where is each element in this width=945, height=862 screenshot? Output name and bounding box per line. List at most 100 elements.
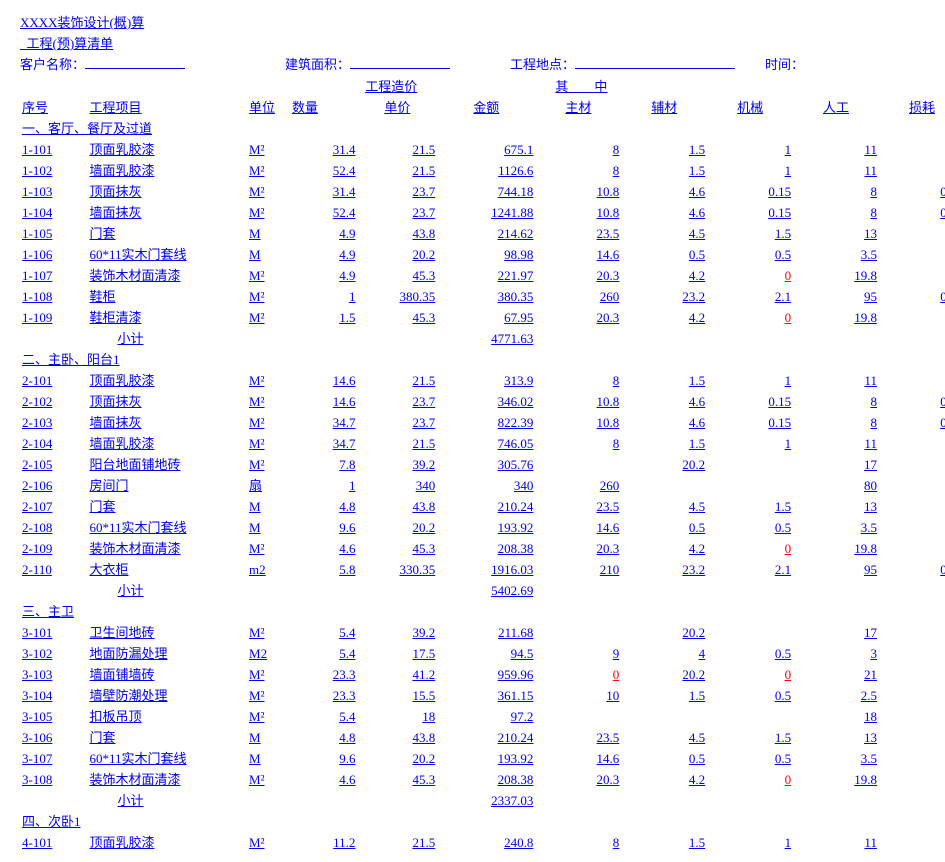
cell-qty[interactable]: 9.6 <box>290 747 357 768</box>
cell-unit[interactable]: M² <box>247 621 290 642</box>
cell-mach[interactable]: 0.15 <box>707 390 793 411</box>
cell-unit[interactable]: M <box>247 747 290 768</box>
cell-price[interactable]: 45.3 <box>357 264 437 285</box>
cell-qty[interactable]: 7.8 <box>290 453 357 474</box>
cell-loss[interactable]: 1 <box>879 684 945 705</box>
cell-aux[interactable]: 20.2 <box>621 663 707 684</box>
cell-price[interactable]: 20.2 <box>357 243 437 264</box>
cell-mach[interactable]: 1.5 <box>707 495 793 516</box>
cell-main[interactable]: 14.6 <box>535 243 621 264</box>
cell-labor[interactable]: 18 <box>793 705 879 726</box>
cell-amount[interactable]: 305.76 <box>437 453 535 474</box>
cell-aux[interactable]: 4.2 <box>621 537 707 558</box>
cell-amount[interactable]: 340 <box>437 474 535 495</box>
cell-loss[interactable]: 0 <box>879 705 945 726</box>
cell-name[interactable]: 门套 <box>87 726 247 747</box>
cell-price[interactable]: 23.7 <box>357 411 437 432</box>
cell-qty[interactable]: 23.3 <box>290 684 357 705</box>
cell-seq[interactable]: 3-105 <box>20 705 87 726</box>
cell-mach[interactable] <box>707 705 793 726</box>
cell-mach[interactable]: 1 <box>707 369 793 390</box>
cell-qty[interactable]: 52.4 <box>290 201 357 222</box>
cell-main[interactable]: 14.6 <box>535 516 621 537</box>
cell-labor[interactable]: 19.8 <box>793 768 879 789</box>
cell-amount[interactable]: 746.05 <box>437 432 535 453</box>
cell-aux[interactable]: 1.5 <box>621 831 707 852</box>
cell-price[interactable]: 380.35 <box>357 285 437 306</box>
cell-aux[interactable]: 1.5 <box>621 432 707 453</box>
cell-name[interactable]: 鞋柜 <box>87 285 247 306</box>
cell-loss[interactable]: 1.3 <box>879 726 945 747</box>
cell-labor[interactable]: 3.5 <box>793 747 879 768</box>
cell-labor[interactable]: 13 <box>793 222 879 243</box>
cell-labor[interactable]: 13 <box>793 495 879 516</box>
cell-unit[interactable]: M² <box>247 684 290 705</box>
title-line-2[interactable]: 工程(预)算清单 <box>20 36 113 51</box>
cell-loss[interactable]: 2 <box>879 621 945 642</box>
cell-mach[interactable]: 0.15 <box>707 180 793 201</box>
cell-amount[interactable]: 210.24 <box>437 495 535 516</box>
cell-name[interactable]: 墙面乳胶漆 <box>87 432 247 453</box>
cell-price[interactable]: 20.2 <box>357 516 437 537</box>
cell-seq[interactable]: 2-104 <box>20 432 87 453</box>
cell-main[interactable]: 23.5 <box>535 495 621 516</box>
cell-labor[interactable]: 19.8 <box>793 264 879 285</box>
cell-amount[interactable]: 67.95 <box>437 306 535 327</box>
cell-labor[interactable]: 8 <box>793 180 879 201</box>
cell-labor[interactable]: 3.5 <box>793 516 879 537</box>
cell-labor[interactable]: 3.5 <box>793 243 879 264</box>
cell-aux[interactable]: 23.2 <box>621 285 707 306</box>
cell-loss[interactable]: 0 <box>879 369 945 390</box>
cell-main[interactable]: 20.3 <box>535 264 621 285</box>
cell-mach[interactable] <box>707 453 793 474</box>
cell-main[interactable]: 8 <box>535 432 621 453</box>
cell-seq[interactable]: 2-102 <box>20 390 87 411</box>
cell-labor[interactable]: 17 <box>793 621 879 642</box>
cell-price[interactable]: 41.2 <box>357 663 437 684</box>
cell-loss[interactable]: 1 <box>879 537 945 558</box>
cell-loss[interactable]: 1.3 <box>879 222 945 243</box>
cell-price[interactable]: 45.3 <box>357 537 437 558</box>
cell-qty[interactable]: 14.6 <box>290 369 357 390</box>
cell-unit[interactable]: M <box>247 222 290 243</box>
cell-main[interactable]: 260 <box>535 285 621 306</box>
cell-amount[interactable]: 210.24 <box>437 726 535 747</box>
cell-unit[interactable]: M <box>247 243 290 264</box>
cell-seq[interactable]: 2-106 <box>20 474 87 495</box>
cell-name[interactable]: 顶面乳胶漆 <box>87 831 247 852</box>
cell-unit[interactable]: M² <box>247 663 290 684</box>
cell-amount[interactable]: 380.35 <box>437 285 535 306</box>
cell-mach[interactable]: 2.1 <box>707 285 793 306</box>
cell-mach[interactable] <box>707 474 793 495</box>
cell-unit[interactable]: 扇 <box>247 474 290 495</box>
cell-name[interactable]: 墙壁防潮处理 <box>87 684 247 705</box>
cell-mach[interactable]: 1 <box>707 138 793 159</box>
cell-qty[interactable]: 4.6 <box>290 537 357 558</box>
cell-aux[interactable]: 0.5 <box>621 516 707 537</box>
cell-seq[interactable]: 1-106 <box>20 243 87 264</box>
cell-amount[interactable]: 193.92 <box>437 516 535 537</box>
cell-loss[interactable]: 1.1 <box>879 747 945 768</box>
cell-mach[interactable]: 1 <box>707 831 793 852</box>
cell-labor[interactable]: 19.8 <box>793 306 879 327</box>
cell-amount[interactable]: 1126.6 <box>437 159 535 180</box>
cell-name[interactable]: 门套 <box>87 495 247 516</box>
cell-main[interactable]: 10.8 <box>535 411 621 432</box>
cell-name[interactable]: 顶面抹灰 <box>87 390 247 411</box>
cell-qty[interactable]: 4.9 <box>290 264 357 285</box>
cell-qty[interactable]: 5.8 <box>290 558 357 579</box>
cell-mach[interactable]: 1.5 <box>707 726 793 747</box>
cell-unit[interactable]: M² <box>247 285 290 306</box>
cell-mach[interactable]: 1 <box>707 432 793 453</box>
cell-aux[interactable]: 23.2 <box>621 558 707 579</box>
cell-price[interactable]: 21.5 <box>357 831 437 852</box>
cell-aux[interactable]: 4.2 <box>621 306 707 327</box>
cell-name[interactable]: 鞋柜清漆 <box>87 306 247 327</box>
cell-labor[interactable]: 13 <box>793 726 879 747</box>
cell-qty[interactable]: 4.9 <box>290 222 357 243</box>
cell-mach[interactable]: 0.15 <box>707 411 793 432</box>
cell-labor[interactable]: 95 <box>793 558 879 579</box>
cell-name[interactable]: 60*11实木门套线 <box>87 747 247 768</box>
cell-qty[interactable]: 4.8 <box>290 495 357 516</box>
cell-main[interactable]: 10 <box>535 684 621 705</box>
